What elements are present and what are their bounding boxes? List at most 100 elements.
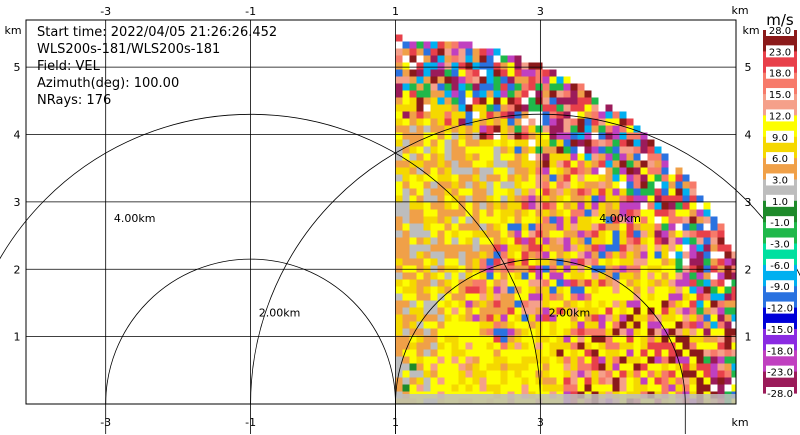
velocity-cell xyxy=(521,335,529,343)
velocity-cell xyxy=(416,174,424,182)
velocity-cell xyxy=(528,76,536,84)
velocity-cell xyxy=(682,300,690,308)
velocity-cell xyxy=(486,258,494,266)
velocity-cell xyxy=(528,335,536,343)
velocity-cell xyxy=(640,384,648,392)
velocity-cell xyxy=(668,349,676,357)
velocity-cell xyxy=(556,230,564,238)
velocity-cell xyxy=(451,174,459,182)
velocity-cell xyxy=(542,209,550,217)
velocity-cell xyxy=(563,377,571,385)
velocity-cell xyxy=(598,174,606,182)
velocity-cell xyxy=(465,181,473,189)
velocity-cell xyxy=(402,377,410,385)
velocity-cell xyxy=(423,90,431,98)
velocity-cell xyxy=(521,279,529,287)
velocity-cell xyxy=(514,167,522,175)
velocity-cell xyxy=(612,216,620,224)
velocity-cell xyxy=(486,125,494,133)
velocity-cell xyxy=(514,356,522,364)
velocity-cell xyxy=(458,258,466,266)
velocity-cell xyxy=(507,384,515,392)
velocity-cell xyxy=(682,356,690,364)
velocity-cell xyxy=(654,370,662,378)
velocity-cell xyxy=(710,342,718,350)
velocity-cell xyxy=(753,357,760,364)
velocity-cell xyxy=(612,307,620,315)
velocity-cell xyxy=(549,209,557,217)
velocity-cell xyxy=(465,279,473,287)
velocity-cell xyxy=(584,188,592,196)
velocity-cell xyxy=(605,160,613,168)
velocity-cell xyxy=(591,279,599,287)
velocity-cell xyxy=(570,97,578,105)
velocity-cell xyxy=(416,125,424,133)
velocity-cell xyxy=(402,188,410,196)
velocity-cell xyxy=(486,48,494,56)
velocity-cell xyxy=(486,272,494,280)
velocity-cell xyxy=(584,125,592,133)
velocity-cell xyxy=(570,230,578,238)
velocity-cell xyxy=(507,125,515,133)
velocity-cell xyxy=(395,83,403,91)
velocity-cell xyxy=(605,167,613,175)
velocity-cell xyxy=(451,216,459,224)
velocity-cell xyxy=(717,223,725,231)
velocity-cell xyxy=(535,293,543,301)
velocity-cell xyxy=(619,244,627,252)
velocity-cell xyxy=(598,363,606,371)
velocity-cell xyxy=(395,139,403,147)
velocity-cell xyxy=(640,370,648,378)
velocity-cell xyxy=(591,181,599,189)
velocity-cell xyxy=(703,335,711,343)
velocity-cell xyxy=(451,160,459,168)
velocity-cell xyxy=(493,181,501,189)
velocity-cell xyxy=(598,195,606,203)
velocity-cell xyxy=(654,209,662,217)
velocity-cell xyxy=(472,307,480,315)
velocity-cell xyxy=(507,90,515,98)
velocity-cell xyxy=(493,153,501,161)
velocity-cell xyxy=(535,209,543,217)
velocity-cell xyxy=(549,216,557,224)
velocity-cell xyxy=(682,293,690,301)
velocity-cell xyxy=(647,153,655,161)
velocity-cell xyxy=(696,244,704,252)
velocity-cell xyxy=(493,174,501,182)
velocity-cell xyxy=(535,279,543,287)
velocity-cell xyxy=(507,181,515,189)
velocity-cell xyxy=(521,363,529,371)
velocity-cell xyxy=(395,349,403,357)
velocity-cell xyxy=(451,125,459,133)
velocity-cell xyxy=(409,237,417,245)
velocity-cell xyxy=(598,237,606,245)
velocity-cell xyxy=(577,349,585,357)
velocity-cell xyxy=(577,174,585,182)
velocity-cell xyxy=(507,132,515,140)
velocity-cell xyxy=(500,230,508,238)
velocity-cell xyxy=(423,76,431,84)
velocity-cell xyxy=(423,209,431,217)
velocity-cell xyxy=(486,286,494,294)
velocity-cell xyxy=(703,216,711,224)
velocity-cell xyxy=(605,356,613,364)
velocity-cell xyxy=(437,139,445,147)
velocity-cell xyxy=(619,139,627,147)
velocity-cell xyxy=(696,216,704,224)
velocity-cell xyxy=(444,160,452,168)
velocity-cell xyxy=(472,202,480,210)
velocity-cell xyxy=(605,223,613,231)
velocity-cell xyxy=(444,132,452,140)
velocity-cell xyxy=(521,146,529,154)
velocity-cell xyxy=(444,286,452,294)
velocity-cell xyxy=(437,307,445,315)
velocity-cell xyxy=(521,104,529,112)
velocity-cell xyxy=(605,216,613,224)
velocity-cell xyxy=(430,104,438,112)
velocity-cell xyxy=(563,349,571,357)
velocity-cell xyxy=(703,286,711,294)
velocity-cell xyxy=(521,167,529,175)
velocity-cell xyxy=(528,314,536,322)
velocity-cell xyxy=(605,237,613,245)
velocity-cell xyxy=(619,223,627,231)
